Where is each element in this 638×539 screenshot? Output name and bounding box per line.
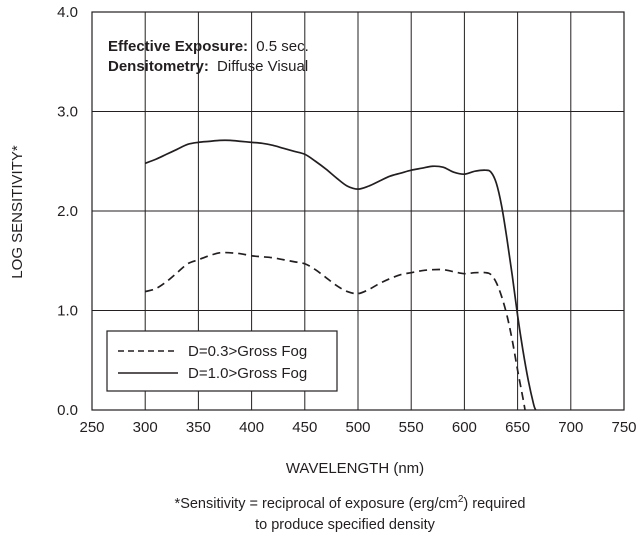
x-axis-title: WAVELENGTH (nm) <box>286 460 424 477</box>
x-tick-label: 550 <box>399 419 424 436</box>
x-tick-label: 500 <box>345 419 370 436</box>
plot-frame <box>91 11 625 411</box>
legend-label-solid: D=1.0>Gross Fog <box>188 365 307 382</box>
y-tick-labels: 0.0 1.0 2.0 3.0 4.0 <box>57 4 78 419</box>
legend-box <box>106 330 338 392</box>
y-tick-label: 2.0 <box>57 203 78 220</box>
y-tick-label: 4.0 <box>57 4 78 21</box>
y-tick-label: 3.0 <box>57 104 78 121</box>
y-tick-label: 0.0 <box>57 402 78 419</box>
info-exposure-line: Effective Exposure: 0.5 sec. <box>108 38 309 55</box>
footnote-superscript: 2 <box>458 494 464 505</box>
x-tick-label: 250 <box>79 419 104 436</box>
y-axis-title: LOG SENSITIVITY* <box>9 145 26 279</box>
legend: D=0.3>Gross Fog D=1.0>Gross Fog <box>106 330 338 392</box>
x-tick-label: 300 <box>133 419 158 436</box>
footnote-text-a: *Sensitivity = reciprocal of exposure (e… <box>175 496 458 512</box>
series-line-d10 <box>144 139 537 411</box>
legend-label-dashed: D=0.3>Gross Fog <box>188 343 307 360</box>
series-layer <box>144 139 537 411</box>
x-tick-label: 650 <box>505 419 530 436</box>
series-line-d03 <box>144 251 526 411</box>
x-tick-label: 700 <box>558 419 583 436</box>
info-densitometry-label: Densitometry: <box>108 58 209 75</box>
y-tick-label: 1.0 <box>57 303 78 320</box>
footnote-line-2: to produce specified density <box>255 517 435 533</box>
info-densitometry-line: Densitometry: Diffuse Visual <box>108 58 308 75</box>
x-tick-label: 400 <box>239 419 264 436</box>
x-tick-labels: 250 300 350 400 450 500 550 600 650 700 750 <box>79 419 636 436</box>
info-exposure-label: Effective Exposure: <box>108 38 248 55</box>
x-tick-label: 450 <box>292 419 317 436</box>
x-tick-label: 750 <box>611 419 636 436</box>
footnote-text-b: ) required <box>463 496 525 512</box>
info-exposure-value: 0.5 sec. <box>256 38 309 55</box>
x-tick-label: 350 <box>186 419 211 436</box>
x-tick-label: 600 <box>452 419 477 436</box>
footnote-line-1: *Sensitivity = reciprocal of exposure (e… <box>175 494 526 512</box>
grid-lines <box>92 12 624 410</box>
info-densitometry-value: Diffuse Visual <box>217 58 308 75</box>
